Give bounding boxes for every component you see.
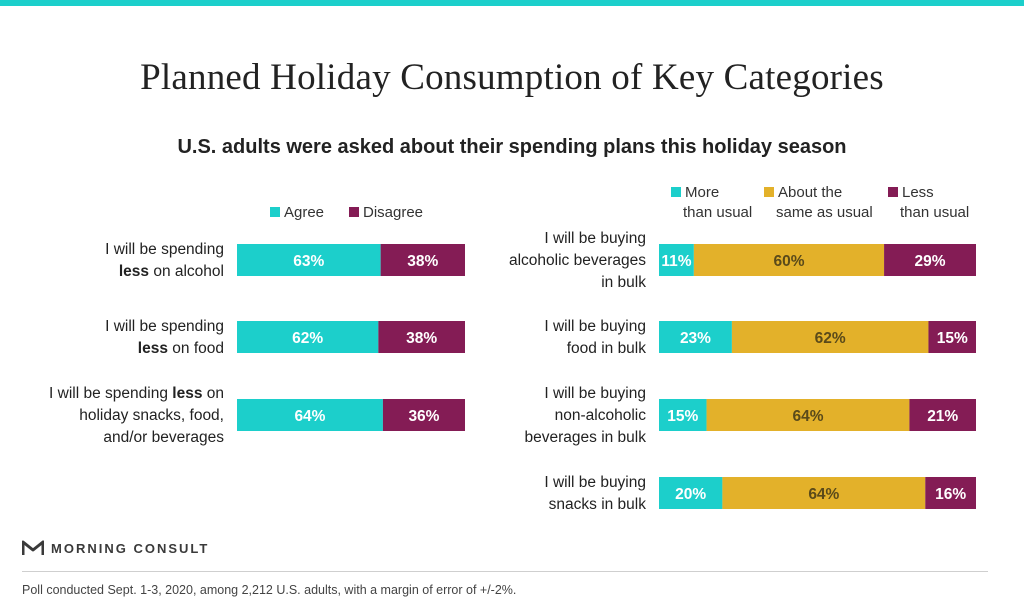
- bar-segment-0-1: [380, 244, 465, 276]
- footer-divider: [22, 571, 988, 572]
- legend-label-2-line-1: than usual: [900, 204, 969, 221]
- data-label-2-2: 21%: [927, 408, 958, 425]
- data-label-2-1: 36%: [408, 408, 439, 425]
- bar-segment-3-2: [925, 477, 976, 509]
- legend-label-1-line-0: About the: [778, 184, 842, 201]
- data-label-3-2: 16%: [935, 486, 966, 503]
- legend-label-0: Agree: [284, 204, 324, 221]
- legend-label-2-line-0: Less: [902, 184, 934, 201]
- data-label-1-0: 23%: [680, 330, 711, 347]
- category-label-2-line-0: I will be buying: [544, 385, 646, 402]
- legend-swatch-0: [671, 187, 681, 197]
- category-label-2-line-2: and/or beverages: [103, 429, 224, 446]
- legend-label-0-line-0: More: [685, 184, 719, 201]
- category-label-0-line-0: I will be buying: [544, 230, 646, 247]
- bar-segment-0-0: [659, 244, 694, 276]
- data-label-2-0: 64%: [294, 408, 325, 425]
- bar-segment-0-1: [693, 244, 885, 276]
- logo-mark-icon: [22, 540, 44, 555]
- bar-segment-3-0: [659, 477, 723, 509]
- category-label-1-line-0: I will be spending: [105, 318, 224, 335]
- bar-segment-0-2: [884, 244, 976, 276]
- logo-wordmark: MORNING CONSULT: [51, 540, 210, 556]
- data-label-0-2: 29%: [915, 253, 946, 270]
- left-stacked-bar-chart: Agree Disagree I will be spending less on a…: [49, 204, 465, 446]
- category-label-0-line-0: I will be spending: [105, 241, 224, 258]
- category-label-2-line-2: beverages in bulk: [525, 429, 647, 446]
- chart-title: Planned Holiday Consumption of Key Categ…: [140, 57, 884, 98]
- right-stacked-bar-chart: More than usual About the same as usual Less…: [509, 184, 976, 513]
- data-label-2-0: 15%: [667, 408, 698, 425]
- bar-segment-3-1: [722, 477, 926, 509]
- data-label-0-0: 11%: [661, 253, 691, 270]
- bar-segment-1-2: [928, 321, 976, 353]
- category-label-0-line-2: in bulk: [601, 274, 646, 291]
- chart-subtitle: U.S. adults were asked about their spend…: [177, 136, 847, 158]
- data-label-0-1: 60%: [773, 253, 804, 270]
- methodology-note: Poll conducted Sept. 1-3, 2020, among 2,…: [22, 583, 517, 597]
- category-label-3-line-0: I will be buying: [544, 474, 646, 491]
- category-label-3-line-1: snacks in bulk: [549, 496, 647, 513]
- data-label-1-0: 62%: [292, 330, 323, 347]
- category-label-1-line-1: less on food: [138, 340, 224, 357]
- bar-segment-1-1: [731, 321, 929, 353]
- bar-segment-2-2: [909, 399, 976, 431]
- category-label-1-line-0: I will be buying: [544, 318, 646, 335]
- legend-swatch-2: [888, 187, 898, 197]
- legend-swatch-0: [270, 207, 280, 217]
- data-label-3-0: 20%: [675, 486, 706, 503]
- bar-segment-2-0: [237, 399, 383, 431]
- category-label-2-line-1: holiday snacks, food,: [79, 407, 224, 424]
- bar-segment-2-1: [706, 399, 910, 431]
- data-label-0-0: 63%: [293, 253, 324, 270]
- legend-swatch-1: [349, 207, 359, 217]
- bar-segment-1-0: [237, 321, 379, 353]
- bar-segment-1-1: [378, 321, 465, 353]
- morning-consult-logo: MORNING CONSULT: [22, 540, 209, 556]
- data-label-0-1: 38%: [407, 253, 438, 270]
- legend-swatch-1: [764, 187, 774, 197]
- category-label-0-line-1: less on alcohol: [119, 263, 224, 280]
- bar-segment-1-0: [659, 321, 732, 353]
- bar-segment-0-0: [237, 244, 381, 276]
- data-label-1-1: 38%: [406, 330, 437, 347]
- data-label-2-1: 64%: [792, 408, 823, 425]
- category-label-0-line-1: alcoholic beverages: [509, 252, 646, 269]
- legend-label-0-line-1: than usual: [683, 204, 752, 221]
- legend-label-1-line-1: same as usual: [776, 204, 873, 221]
- bar-segment-2-0: [659, 399, 707, 431]
- category-label-2-line-0: I will be spending less on: [49, 385, 224, 402]
- top-accent-rule: [0, 0, 1024, 6]
- legend-label-1: Disagree: [363, 204, 423, 221]
- bar-segment-2-1: [382, 399, 465, 431]
- data-label-1-2: 15%: [937, 330, 968, 347]
- data-label-1-1: 62%: [815, 330, 846, 347]
- data-label-3-1: 64%: [808, 486, 839, 503]
- category-label-2-line-1: non-alcoholic: [555, 407, 647, 424]
- category-label-1-line-1: food in bulk: [567, 340, 647, 357]
